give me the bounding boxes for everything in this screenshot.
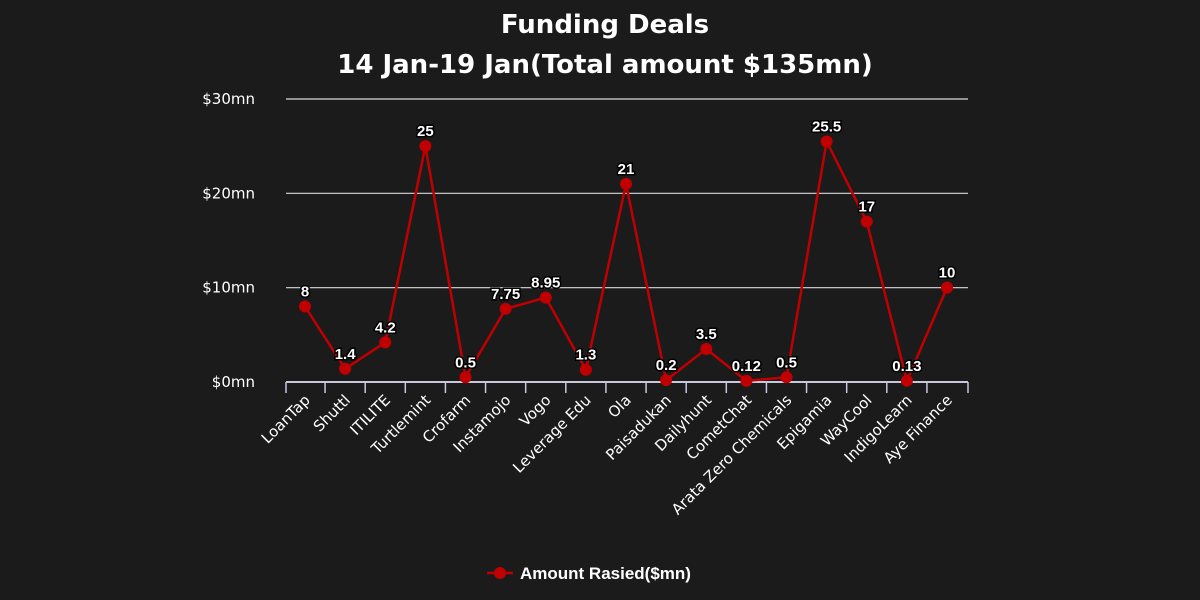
chart-subtitle: 14 Jan-19 Jan(Total amount $135mn) [337,50,873,80]
data-label: 0.2 [656,357,677,374]
data-label: 7.75 [491,286,520,303]
data-label: 10 [939,265,956,282]
x-axis [285,381,969,393]
x-tick-label: Shuttl [310,391,354,435]
data-point[interactable] [419,140,432,153]
y-tick-label: $30mn [202,90,255,108]
data-point[interactable] [579,363,592,376]
data-label: 25 [417,123,434,140]
data-point[interactable] [820,135,833,148]
data-points [299,135,953,387]
data-point[interactable] [459,371,472,384]
data-point[interactable] [900,374,913,387]
x-tick-label: Ola [604,391,635,422]
data-label: 8.95 [531,275,560,292]
data-point[interactable] [780,371,793,384]
data-label: 0.5 [455,354,476,371]
y-tick-label: $20mn [202,184,255,202]
data-label: 1.3 [575,347,596,364]
y-axis-ticks: $0mn $10mn $20mn $30mn [202,90,255,391]
data-label: 0.12 [732,358,761,375]
data-label: 25.5 [812,118,841,135]
data-label: 0.13 [892,358,921,375]
x-tick-label: LoanTap [258,391,314,447]
y-tick-label: $0mn [212,373,255,391]
data-label: 4.2 [375,319,396,336]
data-labels: 8 1.4 4.2 25 0.5 7.75 8.95 1.3 21 0.2 3.5 0.12 0.5 25… [299,117,957,376]
data-label: 0.5 [776,354,797,371]
data-point[interactable] [339,362,352,375]
chart-title: Funding Deals [501,10,709,40]
data-label: 17 [858,199,875,216]
legend-dot-marker [494,567,506,579]
data-point[interactable] [660,374,673,387]
data-point[interactable] [620,177,632,190]
legend-label: Amount Rasied($mn) [520,564,691,583]
data-point[interactable] [700,342,713,355]
data-point[interactable] [740,374,753,387]
data-label: 21 [618,161,635,178]
data-point[interactable] [941,281,953,294]
data-point[interactable] [860,215,873,228]
legend[interactable]: Amount Rasied($mn) [487,564,691,583]
data-point[interactable] [499,302,512,315]
data-label: 3.5 [696,326,717,343]
data-label: 1.4 [335,346,357,363]
data-point[interactable] [299,300,311,313]
data-label: 8 [301,284,309,301]
data-point[interactable] [379,336,392,349]
y-tick-label: $10mn [202,279,255,297]
x-axis-ticks: LoanTapShuttlITILITETurtlemintCrofarmIns… [258,391,956,519]
data-point[interactable] [539,291,552,304]
